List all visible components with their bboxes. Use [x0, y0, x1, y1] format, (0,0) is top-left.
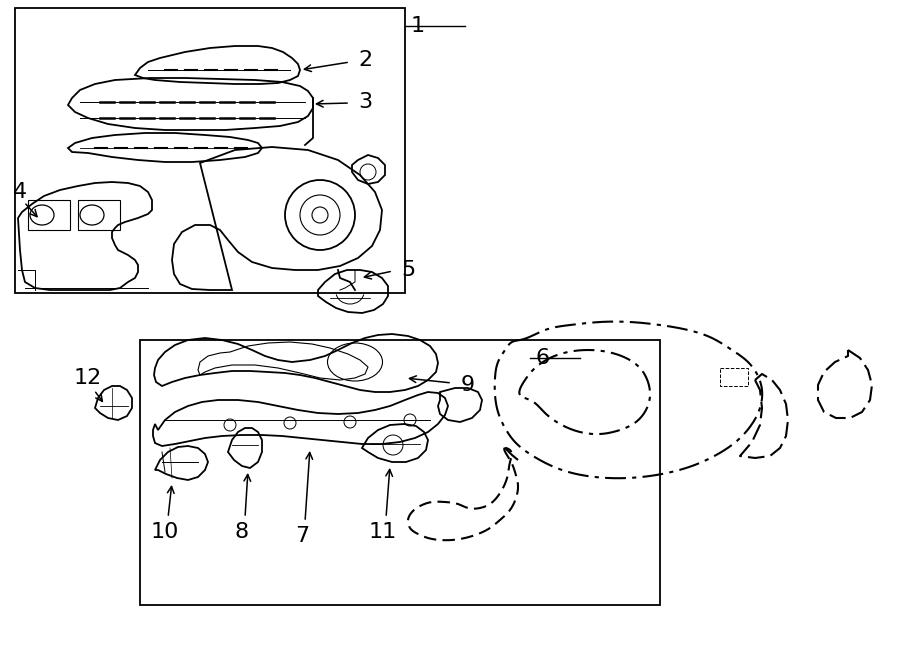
- Text: 12: 12: [74, 368, 102, 388]
- Bar: [78, 200, 120, 230]
- Text: 1: 1: [411, 16, 425, 36]
- Text: 11: 11: [369, 522, 397, 542]
- Text: 4: 4: [13, 182, 27, 202]
- Bar: [28, 200, 70, 230]
- Text: 7: 7: [295, 526, 309, 546]
- Bar: [140, 340, 660, 605]
- Text: 10: 10: [151, 522, 179, 542]
- Bar: [15, 8, 405, 293]
- Text: 3: 3: [358, 92, 372, 112]
- Text: 8: 8: [235, 522, 249, 542]
- Text: 2: 2: [358, 50, 372, 70]
- Text: 6: 6: [536, 348, 550, 368]
- Text: 5: 5: [400, 260, 415, 280]
- Text: 9: 9: [461, 375, 475, 395]
- Bar: [720, 368, 748, 386]
